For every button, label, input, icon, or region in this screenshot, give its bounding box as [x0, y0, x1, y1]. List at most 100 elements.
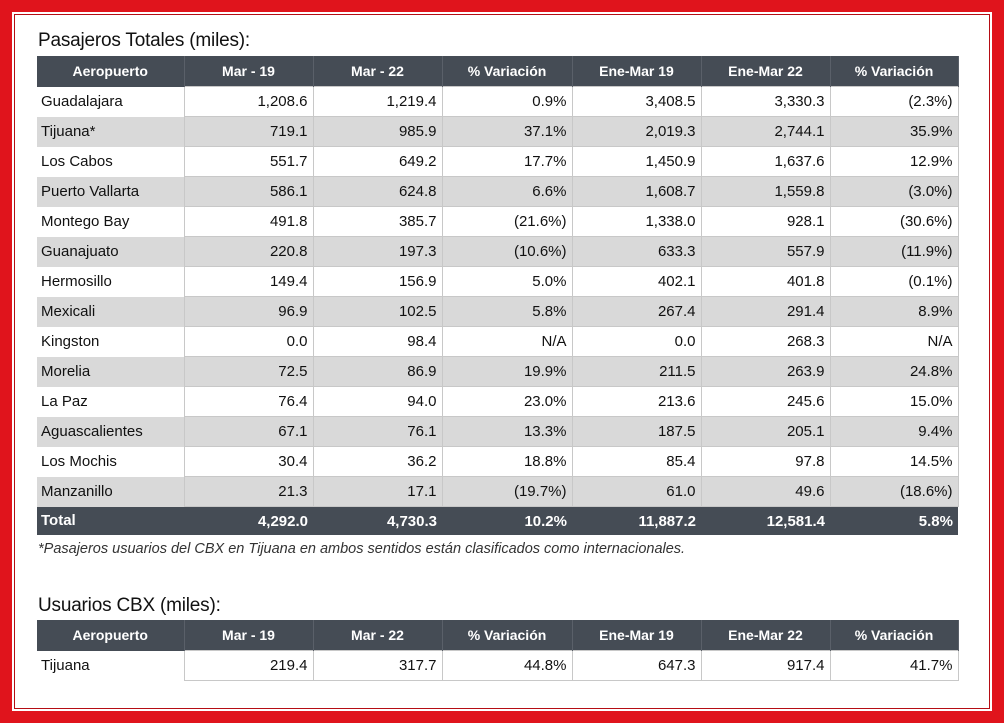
airport-name: Mexicali: [37, 296, 185, 327]
col-header-enemar19: Ene-Mar 19: [572, 56, 702, 87]
col-header-variation: % Variación: [442, 620, 573, 651]
table-cell: 44.8%: [441, 650, 573, 681]
table-cell: 197.3: [312, 236, 443, 267]
airport-name: Manzanillo: [37, 476, 185, 507]
table-cell: 8.9%: [829, 296, 959, 327]
total-label: Total: [37, 506, 184, 535]
table-cell: (0.1%): [829, 266, 959, 297]
table-cell: 385.7: [312, 206, 443, 237]
table-cell: 557.9: [700, 236, 831, 267]
airport-name: Montego Bay: [37, 206, 185, 237]
col-header-mar22: Mar - 22: [313, 56, 443, 87]
table-cell: 317.7: [312, 650, 443, 681]
total-row: Total 4,292.0 4,730.3 10.2% 11,887.2 12,…: [37, 506, 958, 535]
table-cell: 6.6%: [441, 176, 573, 207]
col-header-enemar19: Ene-Mar 19: [572, 620, 702, 651]
table-row: Aguascalientes 67.1 76.1 13.3% 187.5 205.1 9.4…: [37, 416, 959, 447]
table-cell: 5.8%: [441, 296, 573, 327]
airport-name: Tijuana: [37, 650, 185, 681]
airport-name: Puerto Vallarta: [37, 176, 185, 207]
table-cell: (18.6%): [829, 476, 959, 507]
col-header-mar19: Mar - 19: [184, 620, 314, 651]
table-cell: 213.6: [571, 386, 702, 417]
table-cell: (21.6%): [441, 206, 573, 237]
table-cell: 219.4: [183, 650, 314, 681]
table-cell: 1,219.4: [312, 86, 443, 117]
total-cell: 11,887.2: [572, 506, 701, 535]
table-cell: 102.5: [312, 296, 443, 327]
table-cell: 97.8: [700, 446, 831, 477]
table-row: Mexicali 96.9 102.5 5.8% 267.4 291.4 8.9%: [37, 296, 959, 327]
table-cell: 633.3: [571, 236, 702, 267]
table-cell: 76.1: [312, 416, 443, 447]
section2-title: Usuarios CBX (miles):: [38, 595, 221, 616]
table-cell: 2,019.3: [571, 116, 702, 147]
table-cell: 17.7%: [441, 146, 573, 177]
table-cell: 5.0%: [441, 266, 573, 297]
table-cell: 18.8%: [441, 446, 573, 477]
table-cell: 187.5: [571, 416, 702, 447]
airport-name: Los Mochis: [37, 446, 185, 477]
table-cell: 23.0%: [441, 386, 573, 417]
table-cell: 211.5: [571, 356, 702, 387]
table-cell: 1,559.8: [700, 176, 831, 207]
table-cell: 14.5%: [829, 446, 959, 477]
table-header-row: Aeropuerto Mar - 19 Mar - 22 % Variación…: [37, 56, 959, 87]
table-row: Los Mochis 30.4 36.2 18.8% 85.4 97.8 14.5%: [37, 446, 959, 477]
table-cell: 1,208.6: [183, 86, 314, 117]
airport-name: Guanajuato: [37, 236, 185, 267]
table-cell: 917.4: [700, 650, 831, 681]
col-header-enemar22: Ene-Mar 22: [701, 620, 831, 651]
table-cell: 36.2: [312, 446, 443, 477]
table-cell: 205.1: [700, 416, 831, 447]
table-cell: (19.7%): [441, 476, 573, 507]
table-cell: 156.9: [312, 266, 443, 297]
table-cell: 9.4%: [829, 416, 959, 447]
table-cell: 61.0: [571, 476, 702, 507]
table-cell: N/A: [829, 326, 959, 357]
table-row: Guadalajara 1,208.6 1,219.4 0.9% 3,408.5 3,33…: [37, 86, 959, 117]
passengers-table: Aeropuerto Mar - 19 Mar - 22 % Variación…: [37, 56, 959, 535]
table-cell: 2,744.1: [700, 116, 831, 147]
table-cell: 928.1: [700, 206, 831, 237]
table-cell: 21.3: [183, 476, 314, 507]
airport-name: Hermosillo: [37, 266, 185, 297]
table-cell: 86.9: [312, 356, 443, 387]
table-cell: (11.9%): [829, 236, 959, 267]
airport-name: Kingston: [37, 326, 185, 357]
total-cell: 4,730.3: [313, 506, 442, 535]
airport-name: La Paz: [37, 386, 185, 417]
table-row: Tijuana 219.4 317.7 44.8% 647.3 917.4 41.7%: [37, 650, 959, 681]
table-row: Los Cabos 551.7 649.2 17.7% 1,450.9 1,637.6 12…: [37, 146, 959, 177]
cbx-users-table: Aeropuerto Mar - 19 Mar - 22 % Variación…: [37, 620, 959, 681]
table-cell: 220.8: [183, 236, 314, 267]
table-cell: 401.8: [700, 266, 831, 297]
table-cell: 3,330.3: [700, 86, 831, 117]
col-header-mar22: Mar - 22: [313, 620, 443, 651]
airport-name: Aguascalientes: [37, 416, 185, 447]
col-header-airport: Aeropuerto: [37, 620, 185, 651]
table-cell: (2.3%): [829, 86, 959, 117]
total-cell: 12,581.4: [701, 506, 830, 535]
table-cell: 149.4: [183, 266, 314, 297]
table-row: Kingston 0.0 98.4 N/A 0.0 268.3 N/A: [37, 326, 959, 357]
table-cell: (30.6%): [829, 206, 959, 237]
table-cell: 94.0: [312, 386, 443, 417]
table-cell: 267.4: [571, 296, 702, 327]
table-cell: N/A: [441, 326, 573, 357]
col-header-variation-ytd: % Variación: [830, 620, 959, 651]
table-cell: 719.1: [183, 116, 314, 147]
table-cell: 72.5: [183, 356, 314, 387]
table-cell: 96.9: [183, 296, 314, 327]
table-cell: 24.8%: [829, 356, 959, 387]
table-cell: 649.2: [312, 146, 443, 177]
table-cell: 491.8: [183, 206, 314, 237]
table-cell: 19.9%: [441, 356, 573, 387]
total-cell: 5.8%: [830, 506, 958, 535]
section1-title: Pasajeros Totales (miles):: [38, 30, 250, 51]
airport-name: Los Cabos: [37, 146, 185, 177]
table-row: Guanajuato 220.8 197.3 (10.6%) 633.3 557.9 (11…: [37, 236, 959, 267]
table-cell: 1,608.7: [571, 176, 702, 207]
table-cell: 1,450.9: [571, 146, 702, 177]
table-cell: 13.3%: [441, 416, 573, 447]
